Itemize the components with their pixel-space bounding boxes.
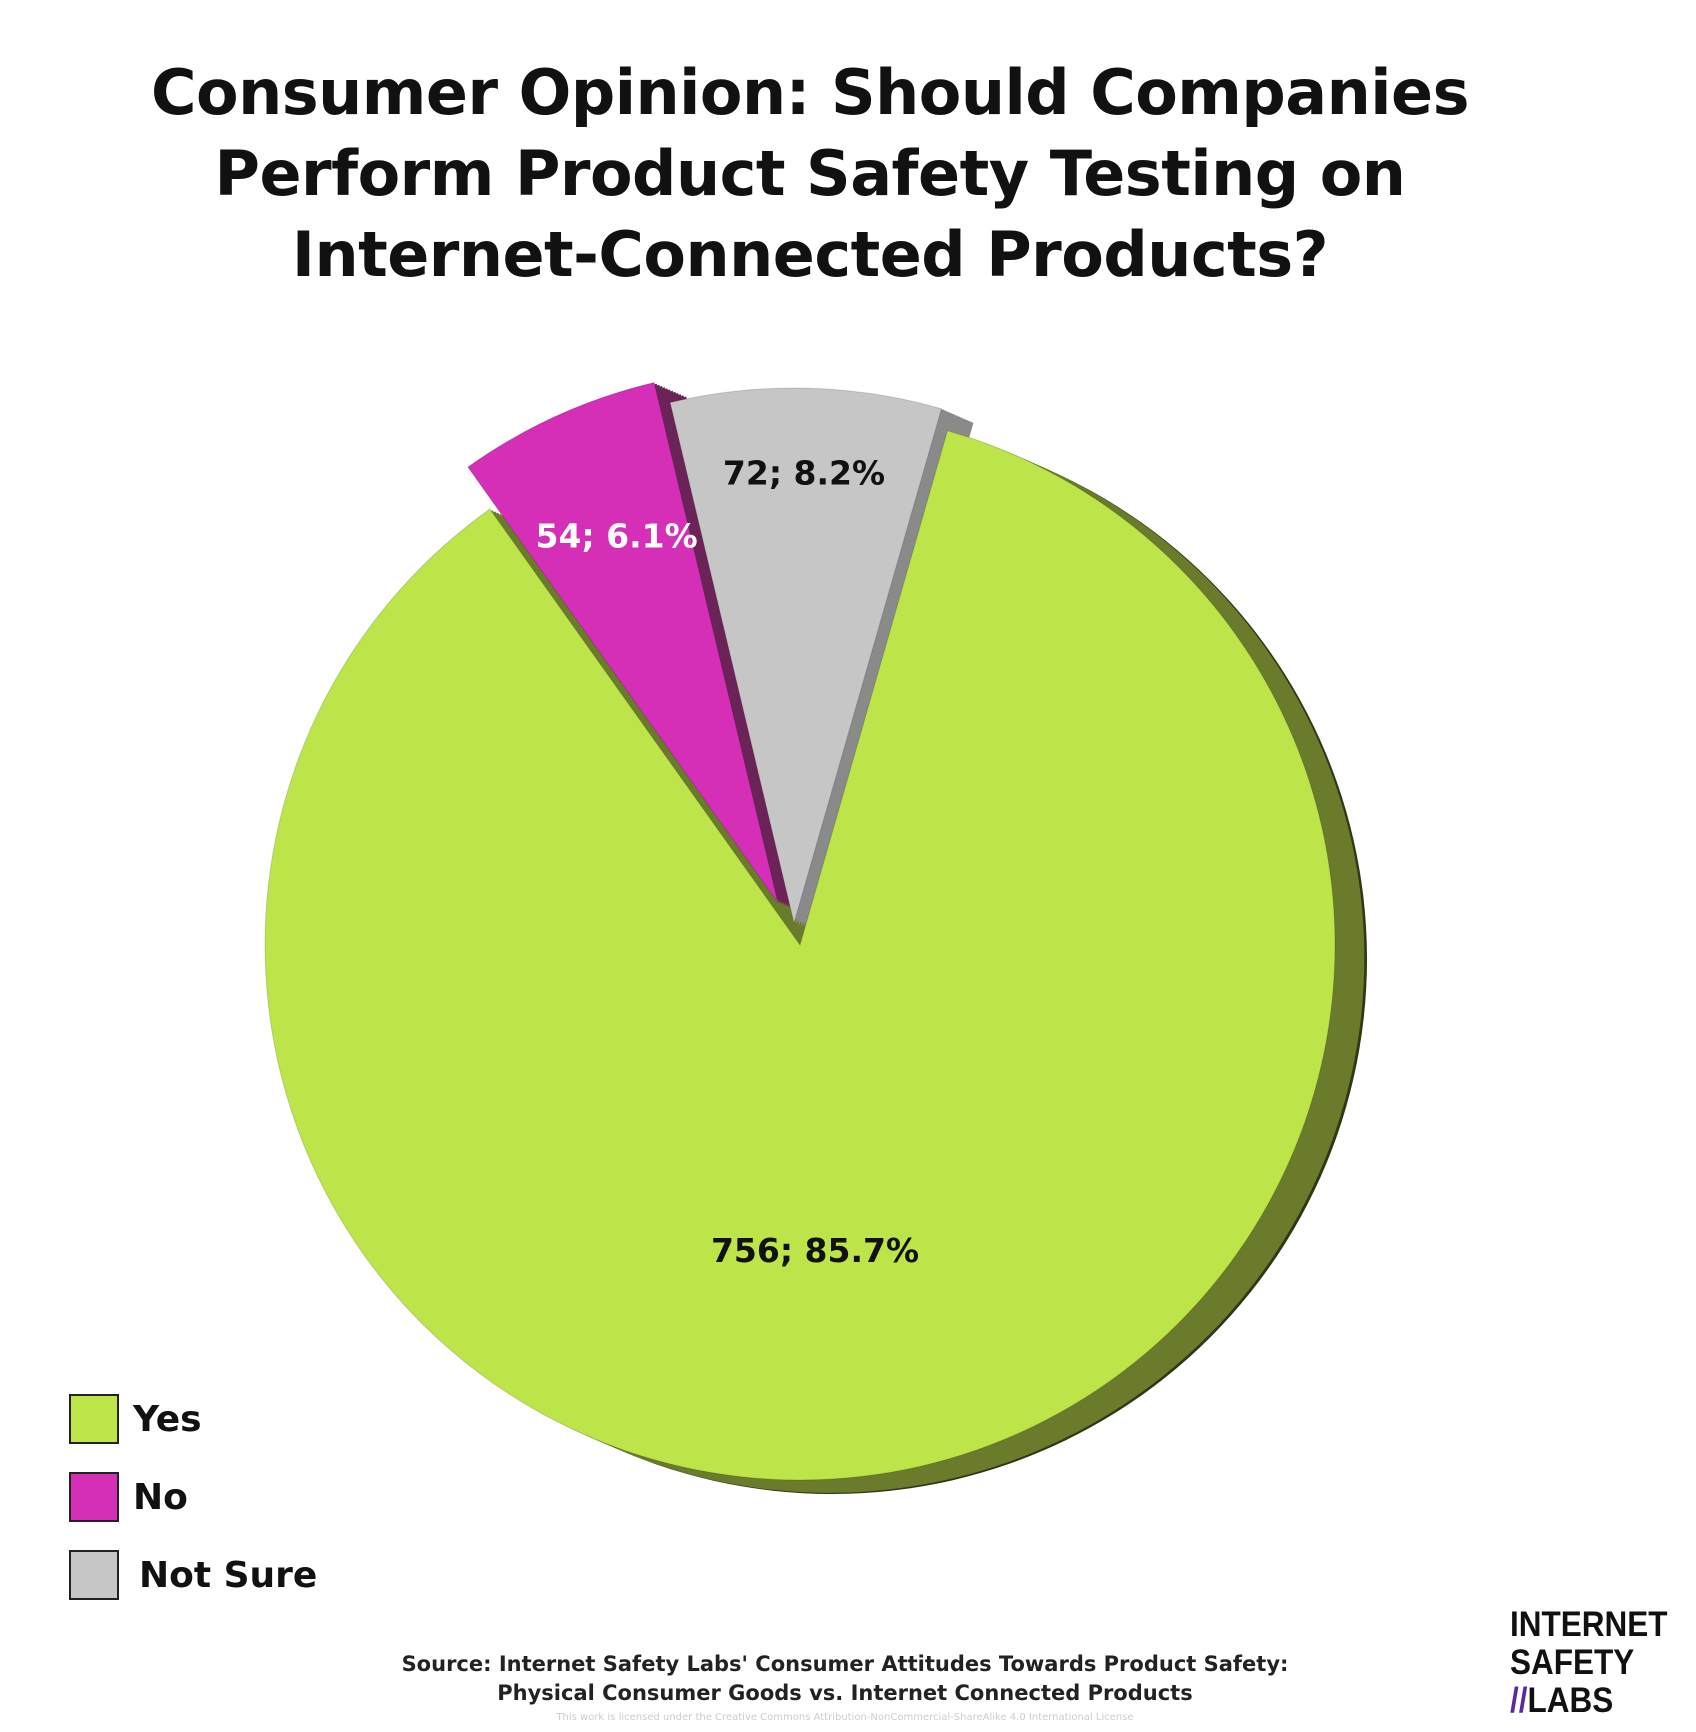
logo-line-1: INTERNET	[1510, 1605, 1668, 1644]
legend-label-no: No	[133, 1476, 188, 1518]
title-line-1: Consumer Opinion: Should Companies	[151, 56, 1469, 129]
internet-safety-labs-logo: INTERNET SAFETY //LABS	[1510, 1606, 1668, 1720]
source-line-1: Source: Internet Safety Labs' Consumer A…	[401, 1652, 1289, 1676]
legend-label-not-sure: Not Sure	[139, 1554, 318, 1596]
license-note: This work is licensed under the Creative…	[556, 1712, 1134, 1723]
logo-line-3: LABS	[1527, 1681, 1614, 1720]
source-line-2: Physical Consumer Goods vs. Internet Con…	[497, 1681, 1193, 1705]
legend-item-no: No	[69, 1472, 188, 1522]
source-note: Source: Internet Safety Labs' Consumer A…	[380, 1650, 1310, 1708]
data-label-no: 54; 6.1%	[536, 516, 698, 555]
chart-title: Consumer Opinion: Should Companies Perfo…	[0, 52, 1620, 295]
legend-swatch-yes	[69, 1394, 119, 1444]
pie-slice-no	[467, 381, 779, 904]
legend-item-not-sure: Not Sure	[69, 1550, 317, 1600]
legend-swatch-not-sure	[69, 1550, 119, 1600]
data-label-yes: 756; 85.7%	[711, 1231, 919, 1270]
logo-slash: //	[1510, 1681, 1528, 1720]
logo-line-2: SAFETY	[1510, 1643, 1635, 1682]
legend-item-yes: Yes	[69, 1394, 202, 1444]
legend-swatch-no	[69, 1472, 119, 1522]
pie-slice-yes	[264, 430, 1336, 1481]
title-line-2: Perform Product Safety Testing on	[214, 137, 1406, 210]
pie-slice-not-sure	[669, 387, 943, 925]
title-line-3: Internet-Connected Products?	[291, 218, 1329, 291]
legend-label-yes: Yes	[133, 1398, 202, 1440]
data-label-not-sure: 72; 8.2%	[723, 453, 885, 492]
pie-chart: 756; 85.7% 54; 6.1% 72; 8.2%	[264, 381, 1368, 1494]
